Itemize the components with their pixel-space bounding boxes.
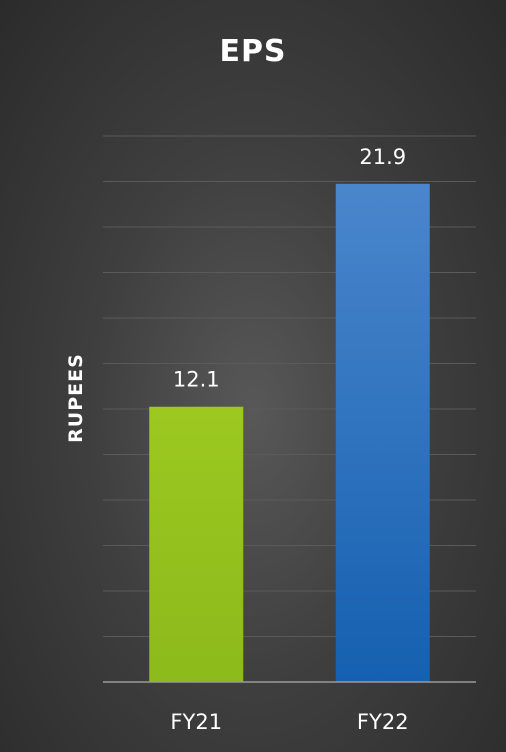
bars xyxy=(149,183,430,683)
data-labels: 12.1 21.9 xyxy=(173,145,406,392)
x-tick-fy21: FY21 xyxy=(170,710,222,734)
bar-fy21 xyxy=(149,406,244,682)
chart-title: EPS xyxy=(219,34,287,69)
x-tick-fy22: FY22 xyxy=(357,710,409,734)
data-label-fy21: 12.1 xyxy=(173,368,220,392)
data-label-fy22: 21.9 xyxy=(359,145,406,169)
bar-fy22 xyxy=(335,183,430,683)
x-tick-labels: FY21 FY22 xyxy=(170,710,408,734)
